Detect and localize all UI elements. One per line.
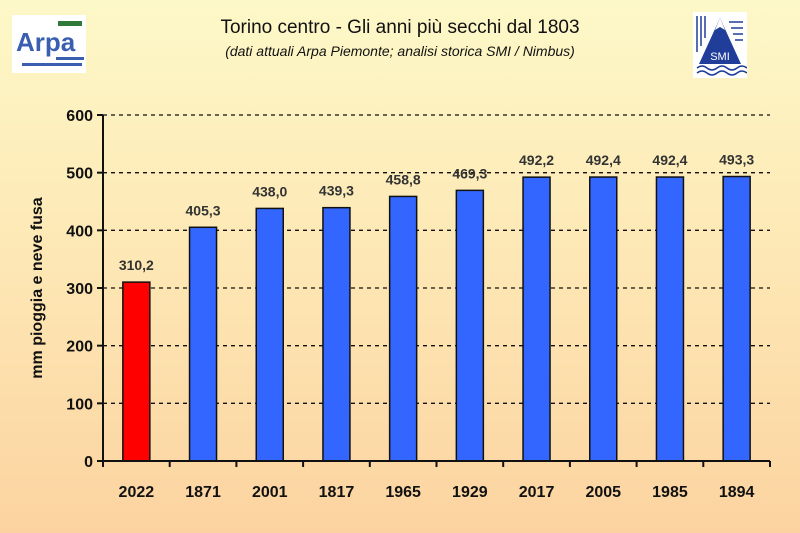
bar [455, 189, 485, 462]
data-label: 469,3 [452, 165, 487, 181]
x-tick-label: 1929 [452, 484, 488, 501]
bar [255, 207, 284, 462]
svg-text:SMI: SMI [710, 51, 730, 63]
x-tick-label: 2022 [119, 484, 155, 501]
y-tick-label: 200 [66, 339, 93, 356]
y-tick-label: 300 [66, 281, 93, 298]
arpa-logo: Arpa [12, 15, 86, 73]
smi-logo: SMI [693, 12, 748, 78]
x-tick-label: 2001 [252, 484, 288, 501]
y-tick-label: 500 [66, 166, 93, 183]
chart-title: Torino centro - Gli anni più secchi dal … [220, 17, 580, 38]
x-tick-label: 1985 [652, 484, 688, 501]
svg-text:Arpa: Arpa [16, 27, 76, 57]
x-tick-label: 1894 [719, 484, 755, 501]
data-label: 492,4 [652, 152, 687, 168]
x-tick-label: 1871 [185, 484, 221, 501]
y-tick-label: 100 [66, 396, 93, 413]
data-label: 493,3 [719, 152, 754, 168]
data-label: 439,3 [319, 183, 354, 199]
x-tick-label: 2017 [519, 484, 555, 501]
y-axis-label: mm pioggia e neve fusa [29, 197, 46, 378]
data-label: 438,0 [252, 183, 287, 199]
bar [322, 206, 351, 462]
x-tick-label: 1817 [319, 484, 355, 501]
x-tick-label: 2005 [585, 484, 621, 501]
bar [655, 176, 685, 462]
y-tick-label: 600 [66, 108, 93, 125]
data-label: 492,4 [586, 152, 621, 168]
data-label: 405,3 [186, 202, 221, 218]
data-label: 492,2 [519, 152, 554, 168]
y-tick-label: 0 [84, 454, 93, 471]
bar [722, 175, 751, 462]
y-tick-label: 400 [66, 223, 93, 240]
data-label: 458,8 [386, 171, 421, 187]
bar [122, 281, 151, 462]
bar [589, 176, 618, 462]
bar [522, 176, 551, 462]
bar [388, 195, 418, 462]
chart-subtitle: (dati attuali Arpa Piemonte; analisi sto… [225, 43, 575, 59]
x-tick-label: 1965 [385, 484, 421, 501]
data-label: 310,2 [119, 257, 154, 273]
bar [188, 226, 218, 462]
